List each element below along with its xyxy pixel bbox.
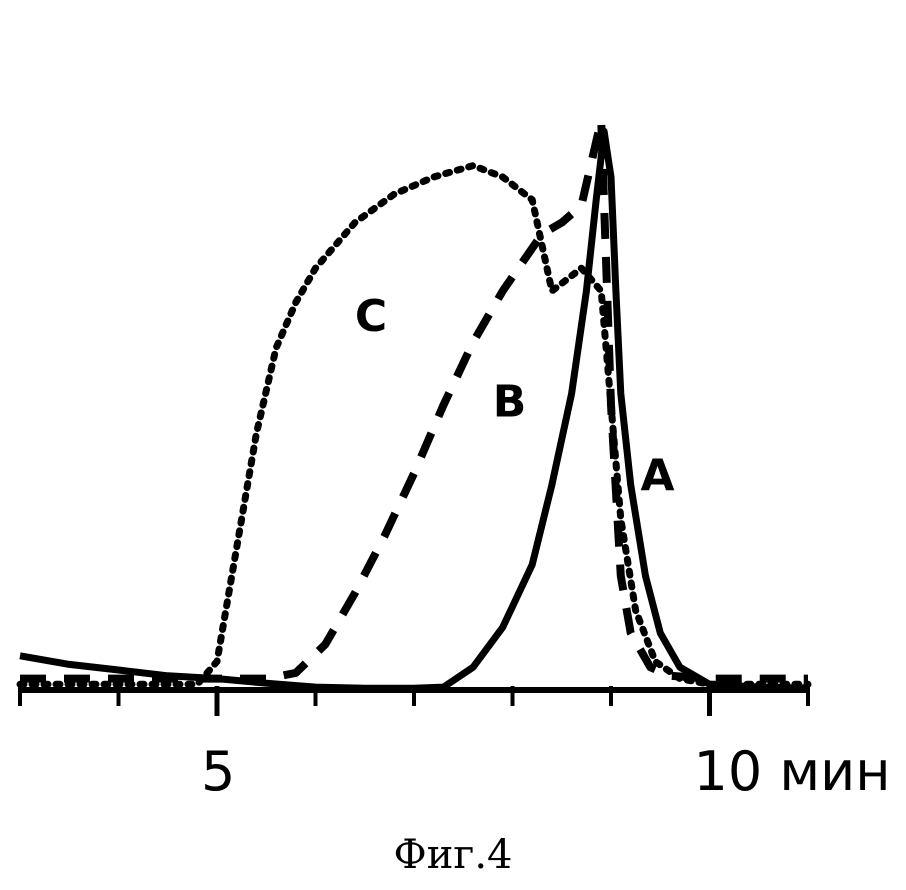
- curve-label-B: B: [493, 376, 527, 427]
- curve-label-A: A: [641, 451, 675, 502]
- series-layer: [16, 116, 812, 692]
- x-axis-tick-labels: 5 10 мин: [201, 740, 891, 803]
- curve-labels: A B C: [355, 291, 675, 502]
- x-tick-label: 10 мин: [694, 740, 891, 803]
- curve-label-C: C: [355, 291, 387, 342]
- figure-caption: Фиг.4: [393, 832, 513, 878]
- series-line-A: [19, 127, 809, 692]
- series-line-C: [16, 162, 812, 688]
- x-tick-label: 5: [201, 740, 235, 803]
- x-axis-ticks: [18, 686, 810, 716]
- series-line-B: [20, 116, 808, 683]
